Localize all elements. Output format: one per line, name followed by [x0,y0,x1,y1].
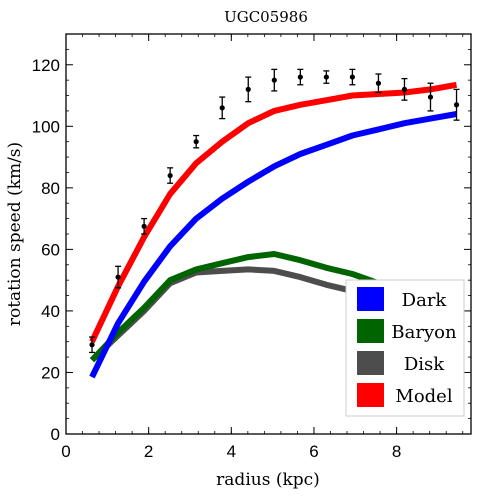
y-tick-label: 20 [41,363,60,382]
data-point [453,102,460,108]
y-tick-label: 120 [32,56,60,75]
data-point [193,139,199,145]
x-tick-label: 0 [61,442,70,461]
y-axis-label: rotation speed (km/s) [5,142,25,326]
data-point [375,80,382,86]
data-point [219,105,225,111]
legend: Dark Baryon Disk Model [345,279,465,417]
y-tick-label: 100 [32,117,60,136]
y-tick-label: 60 [41,240,60,259]
series-line-model [89,81,458,343]
legend-label-disk: Disk [404,354,445,375]
x-tick-label: 2 [144,442,153,461]
legend-swatch-baryon [357,319,384,343]
data-point [89,342,95,348]
observed-points [89,68,460,354]
legend-swatch-model [357,383,384,407]
series-line-dark [89,111,458,379]
x-tick-label: 4 [227,442,236,461]
legend-label-baryon: Baryon [391,322,457,343]
x-tick-label: 6 [309,442,318,461]
data-point [297,74,303,80]
legend-label-dark: Dark [402,290,448,311]
y-tick-label: 0 [51,425,60,444]
data-point [271,77,277,83]
legend-label-model: Model [395,386,452,407]
data-point [245,86,251,92]
data-point [349,74,355,80]
chart-title: UGC05986 [224,8,308,26]
data-point [323,74,329,80]
y-tick-label: 80 [41,179,60,198]
x-tick-label: 8 [392,442,401,461]
legend-swatch-disk [357,351,384,375]
x-axis-label: radius (kpc) [216,470,320,490]
data-point [427,94,434,100]
y-tick-label: 40 [41,302,60,321]
data-point [141,223,147,229]
legend-swatch-dark [357,287,384,311]
data-point [167,172,173,179]
data-point [115,274,121,280]
data-point [401,86,408,92]
